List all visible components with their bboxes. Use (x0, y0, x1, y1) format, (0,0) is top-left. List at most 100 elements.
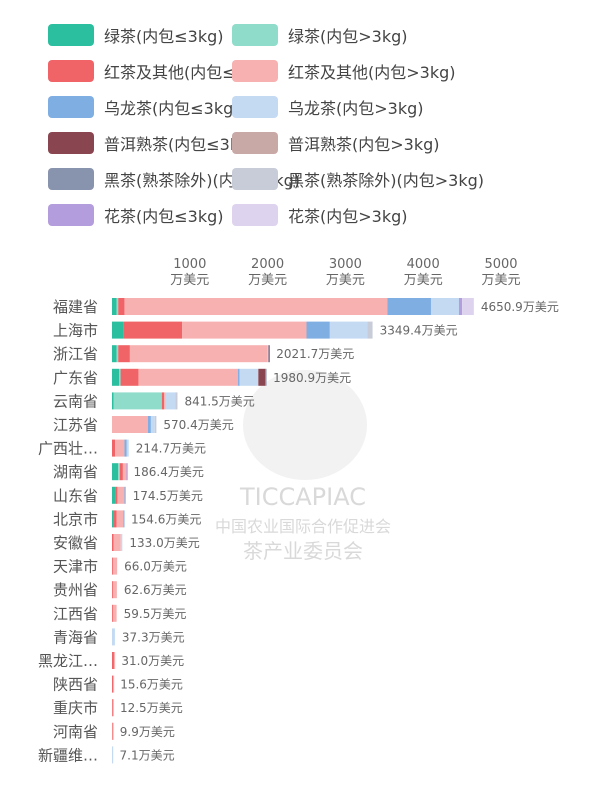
bar-segment (126, 439, 129, 457)
watermark-leaf-icon (243, 370, 367, 480)
category-label: 福建省 (53, 298, 98, 316)
bar-segment (112, 722, 114, 740)
total-label: 37.3万美元 (122, 630, 185, 644)
bar-segment (112, 675, 114, 693)
bar-segment (112, 652, 114, 669)
bar-segment (118, 463, 120, 481)
legend-item: 乌龙茶(内包>3kg) (232, 94, 424, 120)
legend-label: 花茶(内包>3kg) (288, 207, 408, 226)
legend-label: 绿茶(内包≤3kg) (104, 27, 224, 46)
total-label: 62.6万美元 (124, 583, 187, 597)
bar-segment (119, 463, 123, 481)
bar-row: 青海省 37.3万美元 (53, 628, 185, 646)
legend-swatch (232, 132, 278, 154)
x-tick-unit: 万美元 (481, 273, 520, 288)
x-tick-unit: 万美元 (326, 273, 365, 288)
bar-segment (112, 581, 114, 599)
legend-item: 绿茶(内包>3kg) (232, 22, 408, 48)
bar-segment (112, 463, 119, 481)
category-label: 贵州省 (53, 581, 98, 599)
bar-segment (112, 534, 114, 551)
category-label: 新疆维… (38, 746, 98, 764)
legend-label: 乌龙茶(内包≤3kg) (104, 99, 240, 118)
x-tick-label: 3000 (329, 257, 362, 272)
bar-segment (116, 345, 119, 363)
legend-swatch (232, 96, 278, 118)
bar-segment (118, 345, 130, 363)
bar-row: 福建省 4650.9万美元 (53, 298, 559, 316)
legend-item: 红茶及其他(内包>3kg) (232, 58, 456, 84)
bar-segment (239, 368, 259, 386)
legend-swatch (48, 96, 94, 118)
x-tick-unit: 万美元 (248, 273, 287, 288)
bar-segment (112, 392, 114, 410)
category-label: 陕西省 (53, 676, 98, 694)
bar-row: 广东省 1980.9万美元 (53, 368, 351, 387)
category-label: 上海市 (53, 322, 98, 340)
category-label: 青海省 (53, 628, 98, 646)
watermark-committee: 茶产业委员会 (243, 539, 363, 563)
bar-segment (265, 368, 267, 386)
bar-segment (387, 298, 431, 315)
x-tick-label: 1000 (173, 257, 206, 272)
bar-row: 江苏省 570.4万美元 (53, 416, 234, 434)
total-label: 7.1万美元 (120, 748, 175, 762)
total-label: 570.4万美元 (163, 418, 233, 432)
total-label: 1980.9万美元 (273, 371, 351, 385)
bar-row: 湖南省 186.4万美元 (53, 463, 204, 481)
bar-segment (112, 439, 116, 457)
legend-item: 普洱熟茶(内包≤3kg) (48, 130, 256, 156)
legend-label: 绿茶(内包>3kg) (288, 27, 408, 46)
total-label: 2021.7万美元 (276, 347, 354, 361)
legend-swatch (48, 168, 94, 190)
total-label: 174.5万美元 (133, 489, 203, 503)
bar-segment (116, 298, 119, 315)
bar-row: 上海市 3349.4万美元 (53, 321, 458, 340)
bar-segment (154, 416, 157, 433)
bar-segment (182, 321, 307, 339)
bar-segment (430, 298, 459, 315)
bar-segment (112, 699, 114, 717)
bar-segment (112, 345, 117, 363)
total-label: 9.9万美元 (120, 725, 175, 739)
bar-segment (112, 699, 114, 717)
bar-segment (112, 628, 115, 646)
category-label: 江苏省 (53, 416, 98, 434)
bar-segment (113, 652, 116, 669)
bar-row: 新疆维… 7.1万美元 (38, 746, 175, 764)
bar-segment (124, 439, 127, 457)
bar-segment (112, 746, 114, 764)
total-label: 4650.9万美元 (481, 300, 559, 314)
bar-segment (129, 345, 268, 363)
bar-segment (112, 604, 117, 622)
bar-segment (112, 368, 120, 386)
bar-row: 陕西省 15.6万美元 (53, 675, 183, 694)
bar-segment (115, 439, 125, 457)
bar-segment (267, 345, 269, 363)
legend-swatch (48, 24, 94, 46)
bar-row: 黑龙江… 31.0万美元 (38, 652, 184, 670)
bar-segment (113, 534, 121, 551)
category-label: 湖南省 (53, 463, 98, 481)
bar-row: 安徽省 133.0万美元 (53, 534, 200, 552)
legend-swatch (48, 132, 94, 154)
bar-segment (119, 368, 121, 386)
bar-segment (175, 392, 178, 410)
bar-row: 云南省 841.5万美元 (53, 392, 255, 410)
category-label: 天津市 (53, 558, 98, 576)
legend-swatch (232, 204, 278, 226)
legend-item: 花茶(内包≤3kg) (48, 202, 224, 228)
bar-segment (112, 557, 118, 575)
legend-swatch (48, 60, 94, 82)
legend-item: 绿茶(内包≤3kg) (48, 22, 224, 48)
category-label: 广东省 (53, 369, 98, 387)
bar-segment (112, 486, 116, 504)
x-tick-label: 5000 (484, 257, 517, 272)
chart-legend: 绿茶(内包≤3kg) 绿茶(内包>3kg) 红茶及其他(内包≤3kg) 红茶及其他(内… (0, 0, 613, 240)
total-label: 154.6万美元 (131, 512, 201, 526)
legend-label: 乌龙茶(内包>3kg) (288, 99, 424, 118)
bar-segment (329, 321, 368, 339)
bar-segment (258, 368, 266, 386)
bar-segment (115, 486, 118, 504)
